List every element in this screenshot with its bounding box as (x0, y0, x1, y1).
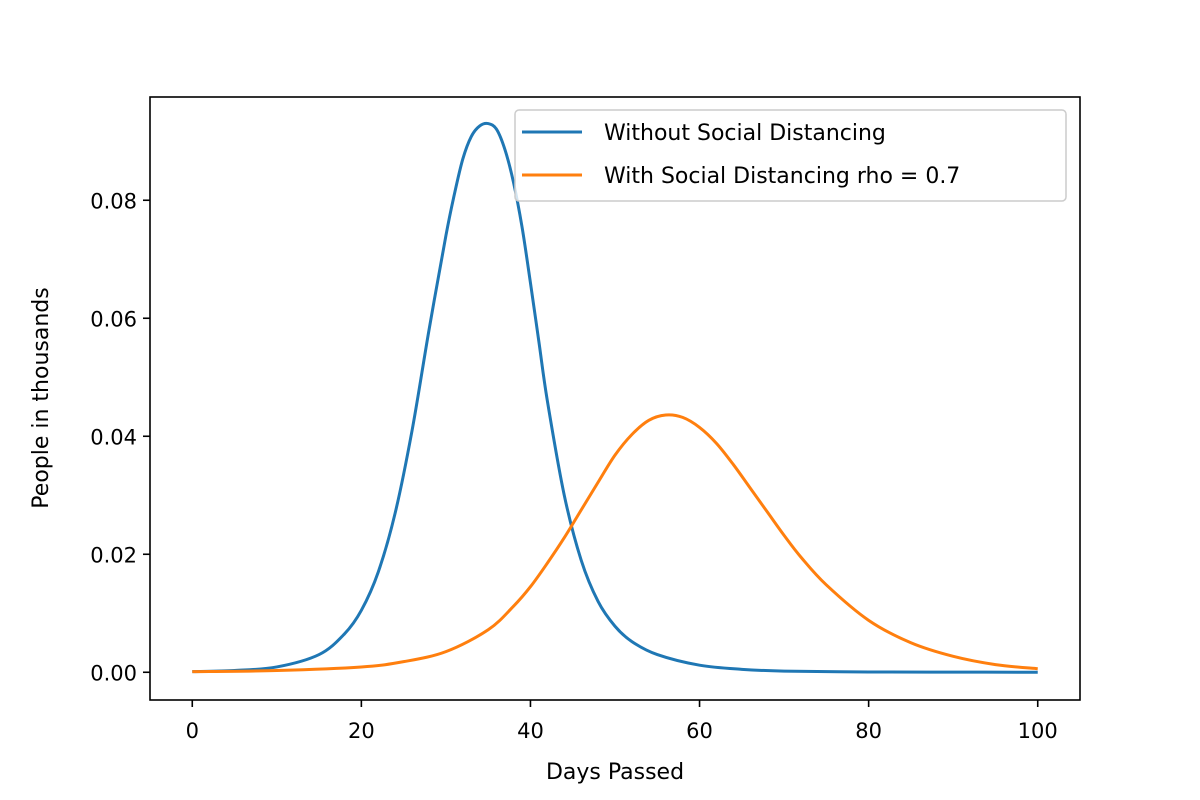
legend-box (514, 109, 1067, 202)
y-tick-label: 0.06 (90, 307, 137, 331)
y-tick-label: 0.02 (90, 543, 137, 567)
x-tick-label: 60 (686, 719, 713, 743)
legend: Without Social Distancing With Social Di… (514, 109, 1067, 202)
x-tick-label: 0 (186, 719, 199, 743)
y-tick-label: 0.08 (90, 189, 137, 213)
series-line-with-social-distancing (192, 413, 1038, 674)
series-layer (192, 121, 1038, 674)
y-axis-ticks: 0.00 0.02 0.04 0.06 0.08 (90, 189, 150, 685)
x-tick-label: 40 (517, 719, 544, 743)
x-axis-ticks: 0 20 40 60 80 100 (186, 700, 1058, 743)
x-tick-label: 20 (348, 719, 375, 743)
y-tick-label: 0.04 (90, 425, 137, 449)
y-tick-label: 0.00 (90, 661, 137, 685)
legend-label-without-social-distancing: Without Social Distancing (604, 121, 886, 146)
x-tick-label: 100 (1018, 719, 1058, 743)
legend-label-with-social-distancing: With Social Distancing rho = 0.7 (604, 164, 960, 189)
x-axis-label: Days Passed (546, 760, 684, 785)
series-line-without-social-distancing (192, 121, 1038, 674)
x-tick-label: 80 (855, 719, 882, 743)
plot-frame (149, 96, 1081, 701)
y-axis-label: People in thousands (29, 287, 54, 508)
